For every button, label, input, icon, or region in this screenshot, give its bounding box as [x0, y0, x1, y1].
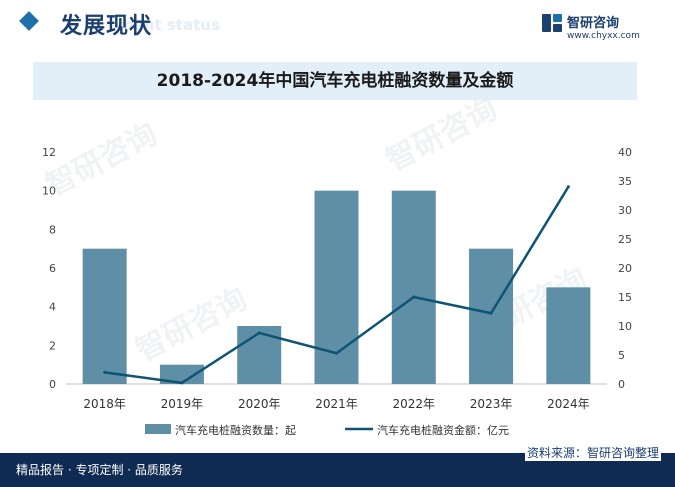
legend-bar-swatch	[145, 424, 171, 434]
section-subtitle: ment status	[118, 16, 220, 34]
y-left-tick-label: 6	[49, 262, 56, 275]
line-point	[412, 295, 416, 299]
x-tick-label: 2023年	[470, 397, 513, 411]
y-right-tick-label: 5	[618, 349, 625, 362]
y-right-tick-label: 0	[618, 378, 625, 391]
y-right-tick-label: 35	[618, 175, 632, 188]
line-point	[335, 351, 338, 355]
line-point	[103, 370, 107, 374]
bar	[391, 190, 436, 384]
y-right-tick-label: 30	[618, 204, 632, 217]
brand-url: www.chyxx.com	[567, 31, 640, 41]
y-left-tick-label: 0	[49, 378, 56, 391]
line-point	[566, 185, 570, 189]
x-tick-label: 2019年	[161, 397, 204, 411]
x-tick-label: 2024年	[547, 397, 590, 411]
y-left-tick-label: 2	[49, 339, 56, 352]
legend-line-label: 汽车充电桩融资金额：亿元	[377, 423, 509, 437]
x-tick-label: 2022年	[393, 397, 436, 411]
bar	[469, 248, 514, 384]
footer-slogan: 精品报告 · 专项定制 · 品质服务	[16, 463, 183, 477]
bar	[82, 248, 127, 384]
brand: 智研咨询 www.chyxx.com	[541, 10, 651, 44]
x-tick-label: 2018年	[83, 397, 126, 411]
y-right-tick-label: 20	[618, 262, 632, 275]
chart-title: 2018-2024年中国汽车充电桩融资数量及金额	[156, 71, 514, 91]
y-left-tick-label: 8	[49, 223, 56, 236]
y-left-tick-label: 12	[42, 146, 56, 159]
y-right-tick-label: 10	[618, 320, 632, 333]
x-tick-label: 2021年	[315, 397, 358, 411]
bar	[237, 326, 282, 384]
brand-logo-icon	[542, 14, 562, 32]
y-right-tick-label: 15	[618, 291, 632, 304]
legend-bar-label: 汽车充电桩融资数量：起	[175, 423, 296, 437]
brand-name: 智研咨询	[567, 16, 620, 31]
x-tick-label: 2020年	[238, 397, 281, 411]
header: ment status 发展现状 智研咨询 www.chyxx.com	[0, 0, 675, 52]
y-left-tick-label: 10	[42, 185, 56, 198]
source-note: 资料来源：智研咨询整理	[524, 444, 661, 461]
bar	[546, 287, 591, 384]
line-point	[257, 331, 261, 335]
line-point	[180, 381, 184, 385]
y-right-tick-label: 40	[618, 146, 632, 159]
bar	[159, 364, 204, 384]
bar	[314, 190, 359, 384]
line-point	[489, 311, 493, 315]
y-left-tick-label: 4	[49, 301, 56, 314]
section-title: 发展现状	[60, 14, 153, 39]
y-right-tick-label: 25	[618, 233, 632, 246]
chart-title-band: 2018-2024年中国汽车充电桩融资数量及金额	[33, 62, 637, 100]
